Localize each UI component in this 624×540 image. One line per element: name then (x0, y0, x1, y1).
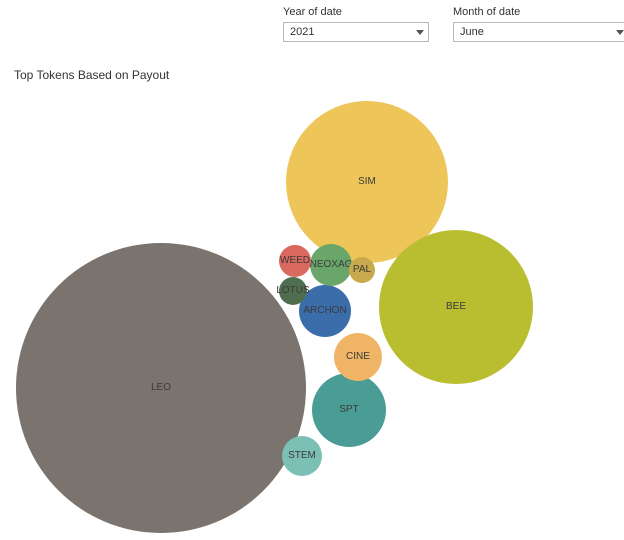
bubble-label: CINE (346, 352, 370, 362)
filter-year-group: Year of date 2021 (283, 6, 429, 42)
bubble-label: BEE (446, 302, 466, 312)
bubble-label: LOTUS (276, 286, 309, 296)
bubble-label: LEO (151, 383, 171, 393)
bubble-label: STEM (288, 451, 316, 461)
bubble-label: WEED (280, 256, 310, 266)
bubble-label: PAL (353, 265, 371, 275)
filter-year-label: Year of date (283, 6, 429, 18)
bubble-label: SIM (358, 177, 376, 187)
bubble-spt[interactable]: SPT (312, 373, 386, 447)
filter-month-label: Month of date (453, 6, 624, 18)
bubble-bee[interactable]: BEE (379, 230, 533, 384)
bubble-neoxag[interactable]: NEOXAG (310, 244, 352, 286)
bubble-chart: LEO SIM BEE SPT ARCHON CINE NEOXAG STEM WEED LOTU… (0, 90, 624, 540)
filter-month-select[interactable]: June (453, 22, 624, 42)
filter-year-value: 2021 (290, 26, 314, 38)
chevron-down-icon (616, 30, 624, 35)
bubble-leo[interactable]: LEO (16, 243, 306, 533)
bubble-lotus[interactable]: LOTUS (279, 277, 307, 305)
bubble-cine[interactable]: CINE (334, 333, 382, 381)
filter-bar: Year of date 2021 Month of date June (283, 6, 624, 42)
bubble-stem[interactable]: STEM (282, 436, 322, 476)
bubble-weed[interactable]: WEED (279, 245, 311, 277)
bubble-label: ARCHON (303, 306, 346, 316)
filter-month-value: June (460, 26, 484, 38)
chart-title: Top Tokens Based on Payout (14, 68, 169, 82)
bubble-pal[interactable]: PAL (349, 257, 375, 283)
bubble-label: NEOXAG (310, 260, 353, 270)
bubble-label: SPT (339, 405, 358, 415)
chevron-down-icon (416, 30, 424, 35)
filter-month-group: Month of date June (453, 6, 624, 42)
filter-year-select[interactable]: 2021 (283, 22, 429, 42)
